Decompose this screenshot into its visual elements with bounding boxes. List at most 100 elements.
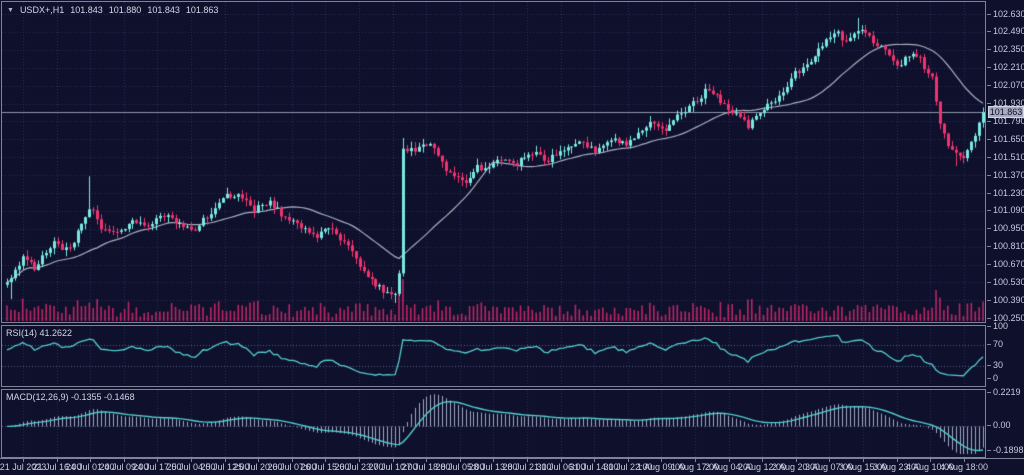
time-axis-tick <box>90 459 91 462</box>
time-axis-tick <box>426 459 427 462</box>
time-axis-tick <box>157 459 158 462</box>
time-axis-tick <box>258 459 259 462</box>
price-axis-label: 101.930 <box>993 98 1024 108</box>
time-axis-tick <box>594 459 595 462</box>
time-axis-tick <box>829 459 830 462</box>
time-axis-label: 1 Aug 09:00 <box>636 462 686 472</box>
time-axis-label: 3 Aug 23:00 <box>872 462 922 472</box>
ohlc-open: 101.843 <box>70 5 103 15</box>
time-axis-tick <box>628 459 629 462</box>
time-axis-tick <box>493 459 494 462</box>
time-axis-tick <box>191 459 192 462</box>
ohlc-close: 101.863 <box>185 5 219 15</box>
axis-tick <box>987 139 991 140</box>
axis-tick <box>987 282 991 283</box>
time-axis-tick <box>796 459 797 462</box>
time-axis-tick <box>460 459 461 462</box>
axis-tick <box>987 326 991 327</box>
panel-separator[interactable] <box>0 386 1024 389</box>
price-axis-label: 100.250 <box>993 313 1024 323</box>
axis-tick <box>987 157 991 158</box>
rsi-indicator-label: RSI(14) 41.2622 <box>6 328 73 338</box>
axis-tick <box>987 121 991 122</box>
time-axis-tick <box>23 459 24 462</box>
ohlc-high: 101.880 <box>108 5 142 15</box>
time-axis-tick <box>292 459 293 462</box>
time-axis-label: 31 Jul 22:00 <box>603 462 653 472</box>
price-axis-label: 102.630 <box>993 9 1024 19</box>
price-axis-label: 101.230 <box>993 188 1024 198</box>
time-axis-label: 2 Aug 20:00 <box>771 462 821 472</box>
macd-axis-label: -0.1898 <box>993 445 1024 455</box>
axis-tick <box>987 85 991 86</box>
time-axis-tick <box>225 459 226 462</box>
axis-tick <box>987 425 991 426</box>
axis-tick <box>987 365 991 366</box>
axis-tick <box>987 175 991 176</box>
time-axis-tick <box>57 459 58 462</box>
time-axis-label: 4 Aug 10:00 <box>905 462 955 472</box>
price-axis-label: 101.090 <box>993 205 1024 215</box>
rsi-axis-label: 0 <box>993 373 999 383</box>
time-axis-tick <box>897 459 898 462</box>
time-axis-label: 28 Jul 13:00 <box>468 462 518 472</box>
time-axis-label: 28 Jul 21:00 <box>502 462 552 472</box>
main-chart-panel: ▼ USDX+,H1 101.843 101.880 101.843 101.8… <box>1 1 986 323</box>
time-axis-label: 4 Aug 18:00 <box>939 462 989 472</box>
price-axis-label: 102.490 <box>993 26 1024 36</box>
time-axis-tick <box>527 459 528 462</box>
time-axis-label: 28 Jul 05:00 <box>435 462 485 472</box>
macd-panel: MACD(12,26,9) -0.1355 -0.1468 <box>1 389 986 458</box>
panel-separator[interactable] <box>0 322 1024 325</box>
time-axis-tick <box>661 459 662 462</box>
axis-tick <box>987 264 991 265</box>
time-axis-tick <box>863 459 864 462</box>
rsi-canvas[interactable] <box>2 326 985 386</box>
price-axis-label: 100.530 <box>993 277 1024 287</box>
axis-tick <box>987 103 991 104</box>
time-axis-label: 24 Jul 01:00 <box>65 462 115 472</box>
macd-axis-label: 0.2219 <box>993 387 1021 397</box>
time-axis-tick <box>393 459 394 462</box>
price-axis-label: 100.390 <box>993 295 1024 305</box>
price-axis-label: 101.650 <box>993 134 1024 144</box>
chart-dropdown-icon[interactable]: ▼ <box>7 7 14 14</box>
time-axis-label: 31 Jul 06:00 <box>536 462 586 472</box>
time-axis-label: 24 Jul 17:00 <box>132 462 182 472</box>
rsi-axis-label: 70 <box>993 339 1004 349</box>
axis-tick <box>987 228 991 229</box>
price-chart-canvas[interactable] <box>2 2 985 322</box>
time-axis-label: 3 Aug 07:00 <box>804 462 854 472</box>
rsi-panel: RSI(14) 41.2622 <box>1 325 986 387</box>
time-axis-label: 2 Aug 04:00 <box>704 462 754 472</box>
price-axis-label: 102.210 <box>993 62 1024 72</box>
time-axis-label: 24 Jul 09:00 <box>99 462 149 472</box>
time-axis[interactable]: 21 Jul 2023 21 Jul 16:00 24 Jul 01:00 24 Ju… <box>0 458 1024 475</box>
ohlc-low: 101.843 <box>147 5 180 15</box>
time-axis-tick <box>964 459 965 462</box>
rsi-axis-label: 100 <box>993 321 1009 331</box>
time-axis-tick <box>762 459 763 462</box>
axis-tick <box>987 210 991 211</box>
macd-indicator-label: MACD(12,26,9) -0.1355 -0.1468 <box>6 392 135 402</box>
time-axis-label: 25 Jul 20:00 <box>233 462 283 472</box>
time-axis-tick <box>930 459 931 462</box>
axis-tick <box>987 300 991 301</box>
axis-tick <box>987 318 991 319</box>
axis-tick <box>987 49 991 50</box>
time-axis-tick <box>325 459 326 462</box>
macd-axis-label: 0.00 <box>993 420 1011 430</box>
price-axis-label: 101.790 <box>993 116 1024 126</box>
price-axis-label: 100.810 <box>993 241 1024 251</box>
time-axis-label: 1 Aug 17:00 <box>670 462 720 472</box>
macd-canvas[interactable] <box>2 390 985 457</box>
axis-tick <box>987 14 991 15</box>
time-axis-label: 25 Jul 04:00 <box>166 462 216 472</box>
time-axis-label: 3 Aug 15:00 <box>838 462 888 472</box>
price-axis-label: 101.510 <box>993 152 1024 162</box>
symbol-period-label: USDX+,H1 <box>19 5 65 15</box>
price-axis-label: 100.950 <box>993 223 1024 233</box>
price-axis[interactable]: 101.863 102.630 102.490 102.350 102.210 102.… <box>987 0 1024 458</box>
axis-tick <box>987 344 991 345</box>
